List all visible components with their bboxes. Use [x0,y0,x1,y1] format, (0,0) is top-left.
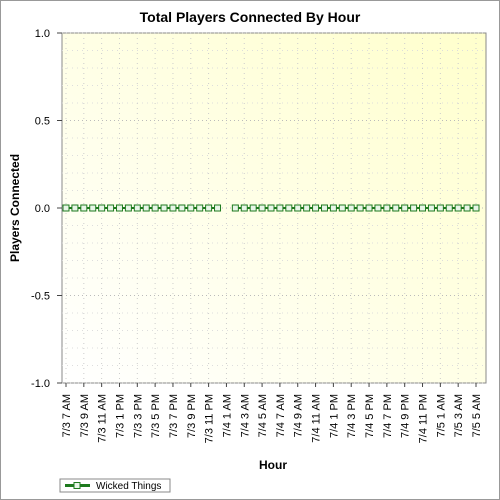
point [463,204,471,212]
point [98,204,106,212]
point [294,204,302,212]
legend-marker [73,482,81,489]
point [80,204,88,212]
point [205,204,213,212]
point [454,204,462,212]
point [89,204,97,212]
point [71,204,79,212]
chart-title: Total Players Connected By Hour [140,9,361,25]
x-tick-label: 7/4 7 AM [275,394,287,437]
point [178,204,186,212]
legend-label: Wicked Things [96,481,161,492]
x-tick-label: 7/4 3 AM [239,394,251,437]
point [436,204,444,212]
y-tick-label: 0.5 [35,116,50,128]
x-axis-title: Hour [259,458,287,472]
point [169,204,177,212]
point [196,204,204,212]
x-tick-label: 7/4 9 PM [400,394,412,438]
point [410,204,418,212]
point [365,204,373,212]
x-tick-label: 7/4 5 AM [257,394,269,437]
point [392,204,400,212]
point [231,204,239,212]
point [312,204,320,212]
x-tick-label: 7/4 7 PM [382,394,394,438]
x-tick-label: 7/4 3 PM [346,394,358,438]
y-tick-label: 1.0 [35,28,50,40]
point [151,204,159,212]
y-axis-title: Players Connected [8,154,22,262]
point [320,204,328,212]
point [285,204,293,212]
point [427,204,435,212]
point [62,204,70,212]
x-tick-label: 7/3 5 PM [150,394,162,438]
point [160,204,168,212]
legend-box [59,478,171,493]
point [267,204,275,212]
point [214,204,222,212]
point [240,204,248,212]
x-tick-label: 7/4 11 PM [418,394,430,443]
point [276,204,284,212]
x-tick-label: 7/5 5 AM [471,394,483,437]
point [124,204,132,212]
x-tick-label: 7/4 5 PM [364,394,376,438]
y-tick-label: -1.0 [31,378,50,390]
x-tick-label: 7/4 1 PM [328,394,340,438]
point [133,204,141,212]
point [374,204,382,212]
x-tick-label: 7/4 1 AM [221,394,233,437]
point [445,204,453,212]
point [329,204,337,212]
point [303,204,311,212]
point [338,204,346,212]
point [472,204,480,212]
x-tick-label: 7/3 11 PM [204,394,216,443]
point [258,204,266,212]
point [356,204,364,212]
point [107,204,115,212]
x-tick-label: 7/5 1 AM [435,394,447,437]
point [419,204,427,212]
point [347,204,355,212]
x-tick-label: 7/3 9 PM [186,394,198,438]
x-tick-label: 7/5 3 AM [453,394,465,437]
x-tick-label: 7/3 1 PM [114,394,126,438]
y-tick-label: 0.0 [35,203,50,215]
point [401,204,409,212]
x-tick-label: 7/4 11 AM [311,394,323,443]
x-tick-label: 7/3 11 AM [97,394,109,443]
point [115,204,123,212]
x-tick-label: 7/3 9 AM [79,394,91,437]
x-tick-label: 7/4 9 AM [293,394,305,437]
point [383,204,391,212]
x-tick-label: 7/3 3 PM [132,394,144,438]
x-tick-label: 7/3 7 AM [61,394,73,437]
point [142,204,150,212]
y-tick-label: -0.5 [31,291,50,303]
x-tick-label: 7/3 7 PM [168,394,180,438]
point [187,204,195,212]
point [249,204,257,212]
